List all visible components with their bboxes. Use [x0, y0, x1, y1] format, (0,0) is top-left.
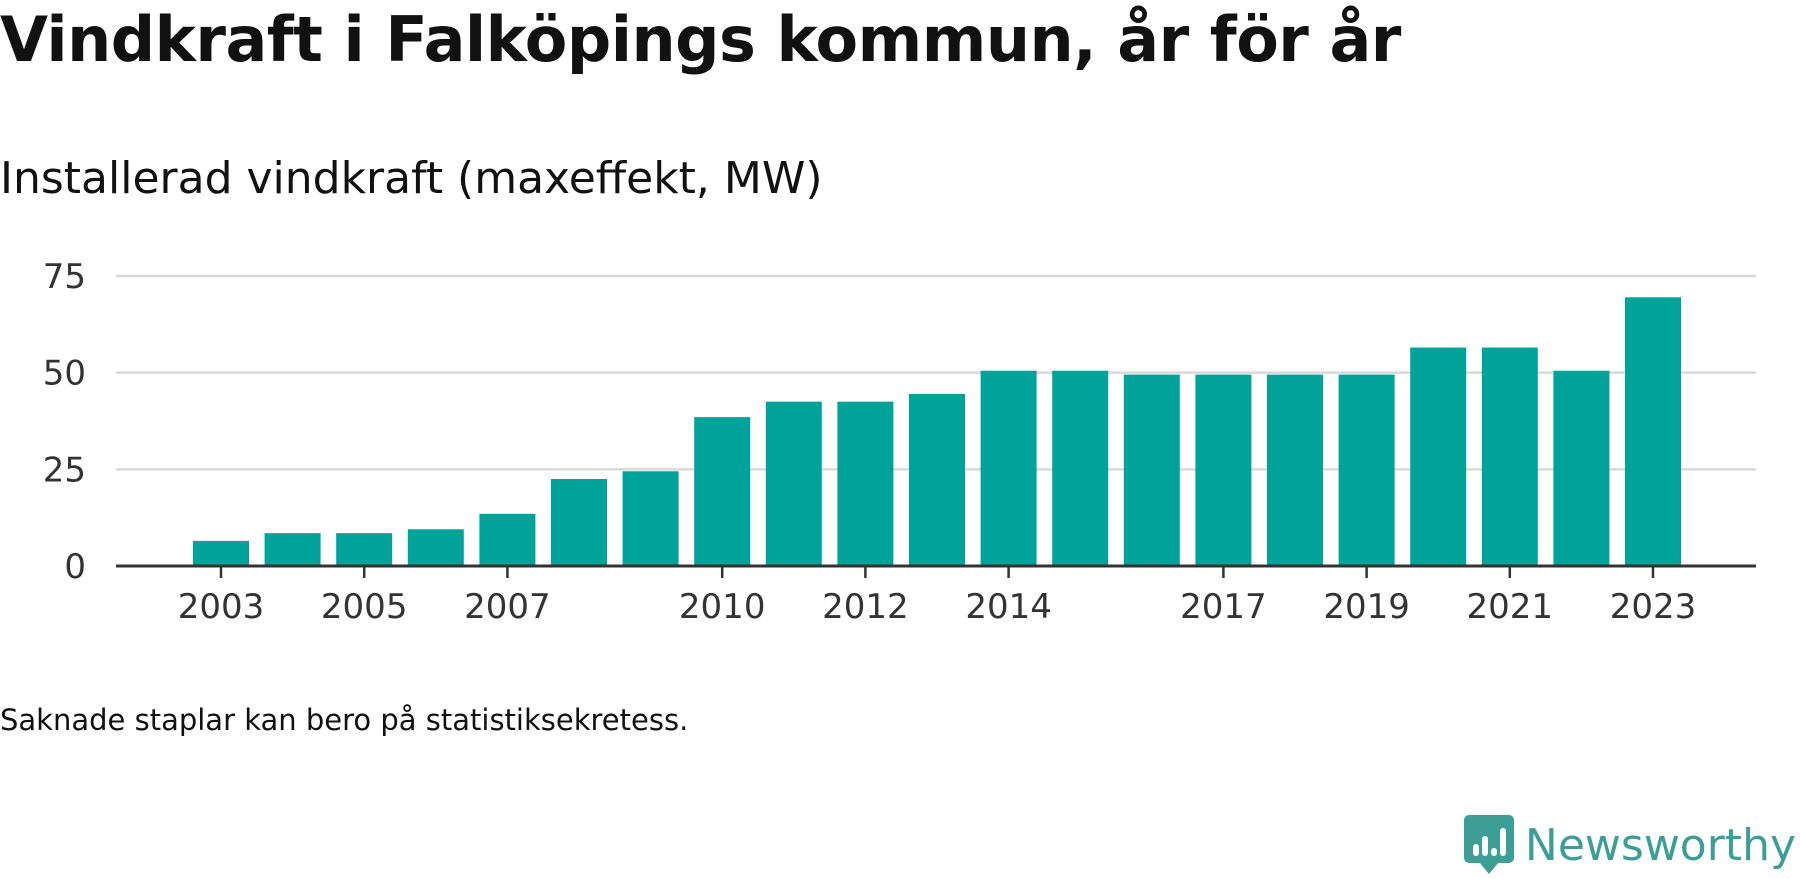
bar [694, 417, 751, 566]
bar [407, 529, 464, 566]
bar [1123, 374, 1180, 566]
bar [1481, 347, 1538, 566]
bar [1625, 297, 1681, 566]
bar [980, 370, 1037, 566]
x-tick-label: 2017 [1180, 587, 1267, 627]
x-tick-labels: 2003 2005 2007 2010 2012 2014 2017 2019 2021 2023 [178, 587, 1697, 627]
bar-chart: 0 25 50 75 2003 2005 2007 2010 2012 2014 2017 2019… [43, 257, 1756, 627]
bar [193, 540, 249, 566]
x-tick-label: 2005 [321, 587, 408, 627]
chart-title: Vindkraft i Falköpings kommun, år för år [0, 3, 1401, 76]
bar [1410, 347, 1467, 566]
bar [1338, 374, 1395, 566]
bars [193, 297, 1681, 566]
brand-name: Newsworthy [1524, 819, 1796, 871]
bar [909, 393, 965, 566]
bar [551, 479, 607, 566]
y-tick-label: 0 [64, 547, 86, 587]
x-tick-label: 2019 [1323, 587, 1410, 627]
bar [837, 401, 894, 566]
footnote: Saknade staplar kan bero på statistiksek… [0, 703, 689, 737]
x-tick-label: 2003 [178, 587, 265, 627]
y-tick-label: 25 [43, 450, 86, 490]
y-tick-label: 50 [43, 354, 86, 394]
bar [1553, 370, 1610, 566]
x-tick-label: 2023 [1610, 587, 1697, 627]
y-tick-label: 75 [43, 257, 86, 297]
x-ticks [219, 566, 1655, 578]
newsworthy-logo-icon [1463, 815, 1514, 874]
bar [1267, 374, 1323, 566]
chart-subtitle: Installerad vindkraft (maxeffekt, MW) [0, 153, 823, 204]
bar [1052, 370, 1109, 566]
x-tick-label: 2014 [965, 587, 1052, 627]
x-tick-label: 2007 [464, 587, 551, 627]
bar [622, 471, 679, 566]
bar [765, 401, 822, 566]
x-tick-label: 2010 [679, 587, 766, 627]
x-tick-label: 2021 [1467, 587, 1554, 627]
x-tick-label: 2012 [822, 587, 909, 627]
bar [1195, 374, 1252, 566]
y-tick-labels: 0 25 50 75 [43, 257, 86, 587]
brand-logo[interactable]: Newsworthy [1463, 811, 1796, 879]
bar [336, 533, 393, 566]
bar [479, 513, 536, 566]
bar [264, 533, 321, 566]
